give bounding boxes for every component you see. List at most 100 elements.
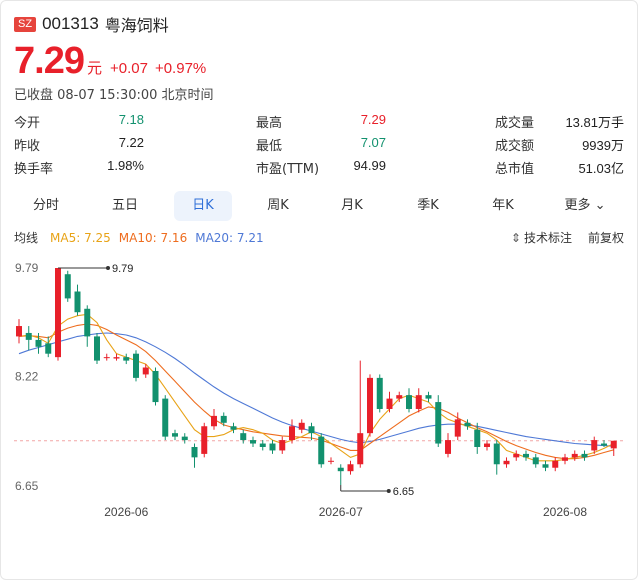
stat-label: 昨收 <box>14 139 41 154</box>
candle-body <box>133 353 139 378</box>
candle-body <box>211 415 217 427</box>
candle-body <box>220 415 227 423</box>
stock-code: 001313 <box>42 14 99 33</box>
tab-5[interactable]: 季K <box>399 191 457 221</box>
x-tick-label: 2026-06 <box>104 505 148 519</box>
high-marker-label: 9.79 <box>112 263 133 275</box>
y-tick-label: 6.65 <box>15 479 39 493</box>
stat-label: 换手率 <box>14 162 54 177</box>
current-price: 7.29 <box>14 40 85 82</box>
y-tick-label: 8.22 <box>15 370 39 384</box>
candle-body <box>571 453 578 458</box>
candle-body <box>181 436 188 441</box>
tab-label: 季K <box>417 198 439 213</box>
stock-name: 粤海饲料 <box>104 16 169 35</box>
candle-body <box>162 398 169 437</box>
stock-header: SZ 001313 粤海饲料 <box>14 12 169 36</box>
candle-body <box>523 453 529 458</box>
candle-body <box>230 426 237 430</box>
tab-4[interactable]: 月K <box>323 191 381 221</box>
ma5-label: MA5: 7.25 <box>50 230 111 245</box>
candle-body <box>406 395 412 409</box>
candle-body <box>191 446 198 458</box>
stat-label: 今开 <box>14 116 41 131</box>
stat-label: 最高 <box>256 116 283 131</box>
adjust-button[interactable]: 前复权 <box>587 231 624 245</box>
candle-body <box>601 443 607 446</box>
tab-6[interactable]: 年K <box>474 191 532 221</box>
low-marker-label: 6.65 <box>393 486 414 498</box>
stat-item: 换手率 1.98% <box>14 158 144 177</box>
candle-body <box>201 426 208 454</box>
candle-body <box>240 433 247 441</box>
candle-body <box>376 377 383 409</box>
candle-body <box>84 308 91 337</box>
indicator-label: 技术标注 <box>523 231 572 245</box>
chevron-down-icon: ⌄ <box>590 198 606 213</box>
tab-1[interactable]: 五日 <box>96 191 154 221</box>
candle-body <box>484 443 490 447</box>
price-change-pct: +0.97% <box>154 60 207 77</box>
candle-body <box>289 426 295 441</box>
stat-item: 今开 7.18 <box>14 112 144 131</box>
tab-label: 月K <box>341 198 363 213</box>
candle-body <box>269 443 276 451</box>
period-tabs: 分时 五日 日K 周K 月K 季K 年K 更多 ⌄ <box>14 191 626 221</box>
candle-body <box>318 436 325 465</box>
candle-body <box>415 395 422 409</box>
stat-item: 成交量 13.81万手 <box>495 112 624 131</box>
tab-label: 日K <box>192 198 214 213</box>
candle-body <box>123 357 130 361</box>
stat-value: 51.03亿 <box>578 161 624 176</box>
ma5-line <box>18 313 614 462</box>
candle-body <box>357 433 364 465</box>
exchange-badge: SZ <box>14 16 37 32</box>
price-line: 7.29 元 +0.07 +0.97% <box>14 40 206 83</box>
price-unit: 元 <box>86 59 102 77</box>
stat-label: 市盈(TTM) <box>256 162 320 177</box>
tab-0[interactable]: 分时 <box>17 191 75 221</box>
candle-body <box>386 398 393 409</box>
candle-body <box>25 332 32 340</box>
candle-body <box>552 460 559 468</box>
candle-body <box>152 370 159 403</box>
candle-body <box>493 443 500 465</box>
candle-body <box>45 343 52 354</box>
candle-body <box>250 440 256 444</box>
candle-body <box>328 460 334 462</box>
stat-value: 13.81万手 <box>565 115 624 130</box>
candle-body <box>445 440 451 454</box>
stat-item: 成交额 9939万 <box>495 135 624 154</box>
stat-label: 成交额 <box>495 139 535 154</box>
kline-chart[interactable]: 9.79 8.22 6.65 9.79 6.65 2026-06 2026-07 2026-0… <box>0 250 638 530</box>
candle-body <box>259 443 266 447</box>
drag-icon: ⇕ <box>510 231 521 245</box>
stat-item: 昨收 7.22 <box>14 135 144 154</box>
ma-legend: 均线 MA5: 7.25 MA10: 7.16 MA20: 7.21 <box>14 229 264 246</box>
candle-body <box>16 326 22 337</box>
x-tick-label: 2026-08 <box>543 505 587 519</box>
candle-body <box>454 419 461 437</box>
candle-body <box>581 453 588 458</box>
tab-2[interactable]: 日K <box>174 191 232 221</box>
tab-label: 五日 <box>111 198 138 213</box>
indicator-button[interactable]: ⇕ 技术标注 <box>511 229 572 246</box>
candle-body <box>55 268 61 358</box>
stat-value: 7.18 <box>118 112 144 127</box>
candle-body <box>172 433 178 437</box>
tab-label: 周K <box>267 198 289 213</box>
tab-3[interactable]: 周K <box>249 191 307 221</box>
stat-value: 9939万 <box>582 138 624 153</box>
candle-body <box>474 429 481 447</box>
candle-body <box>425 395 432 399</box>
candle-body <box>337 467 344 472</box>
ma-title[interactable]: 均线 <box>14 231 39 245</box>
stat-value: 7.22 <box>118 135 144 150</box>
stat-label: 最低 <box>256 139 283 154</box>
tab-label: 分时 <box>32 198 59 213</box>
candle-body <box>74 291 81 313</box>
candle-body <box>298 422 305 430</box>
price-change: +0.07 <box>109 60 148 77</box>
tab-7[interactable]: 更多 ⌄ <box>556 191 614 221</box>
candle-body <box>503 460 510 465</box>
